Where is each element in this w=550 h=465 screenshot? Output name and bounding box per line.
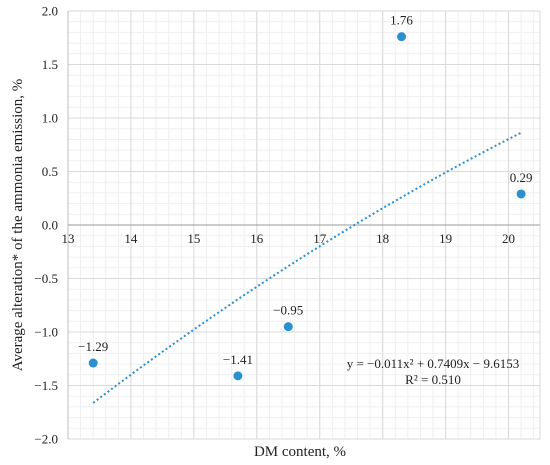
x-tick-label: 16 <box>250 231 264 246</box>
data-point <box>516 189 526 199</box>
x-tick-label: 14 <box>124 231 138 246</box>
y-tick-label: 1.0 <box>42 111 58 126</box>
data-point <box>283 322 293 332</box>
y-tick-label: 0.5 <box>42 164 58 179</box>
data-label: −0.95 <box>273 303 303 318</box>
data-point <box>88 358 98 368</box>
y-axis-label: Average alteration* of the ammonia emiss… <box>10 79 26 372</box>
axes <box>67 11 540 439</box>
y-tick-label: −2.0 <box>34 432 58 447</box>
x-tick-label: 18 <box>376 231 389 246</box>
x-tick-label: 19 <box>439 231 452 246</box>
data-label: 0.29 <box>510 170 533 185</box>
y-tick-label: 1.5 <box>42 57 58 72</box>
y-tick-label: −1.5 <box>34 378 58 393</box>
x-tick-label: 13 <box>62 231 75 246</box>
r-squared: R² = 0.510 <box>405 372 461 387</box>
x-tick-label: 17 <box>313 231 327 246</box>
x-axis-label: DM content, % <box>254 444 346 460</box>
y-tick-label: 2.0 <box>42 4 58 19</box>
data-label: 1.76 <box>390 13 413 28</box>
data-point <box>233 371 243 381</box>
x-tick-label: 20 <box>502 231 515 246</box>
y-tick-label: −0.5 <box>34 271 58 286</box>
data-label: −1.29 <box>78 339 108 354</box>
data-points: −1.29 −1.41 −0.95 1.76 0.29 <box>78 13 532 381</box>
trend-equation: y = −0.011x² + 0.7409x − 9.6153 <box>347 356 520 371</box>
y-tick-label: 0.0 <box>42 218 58 233</box>
data-point <box>397 32 407 42</box>
y-tick-label: −1.0 <box>34 325 58 340</box>
data-label: −1.41 <box>223 352 253 367</box>
x-tick-label: 15 <box>187 231 200 246</box>
tick-labels: 13 14 15 16 17 18 19 20 2.0 1.5 1.0 0.5 0.0 −0.5 −1.0 −… <box>34 4 515 447</box>
